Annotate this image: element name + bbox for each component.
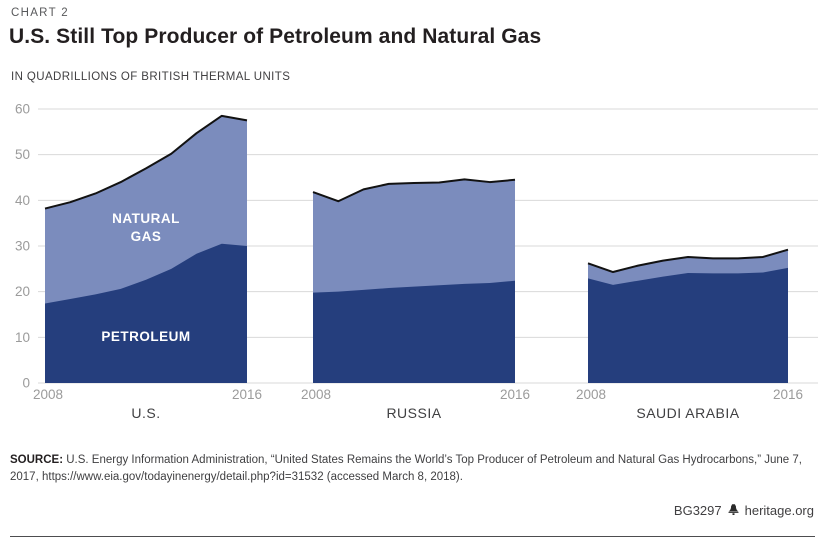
y-tick-label: 20 <box>15 284 30 299</box>
chart-number: CHART 2 <box>11 7 69 19</box>
total-line <box>587 248 789 274</box>
chart-subtitle: IN QUADRILLIONS OF BRITISH THERMAL UNITS <box>11 71 291 83</box>
y-tick-label: 60 <box>15 102 30 117</box>
petroleum-label: PETROLEUM <box>101 329 190 344</box>
x-tick-label: 2008 <box>301 387 331 402</box>
panel-name: RUSSIA <box>386 405 441 421</box>
y-tick-label: 0 <box>22 376 30 391</box>
liberty-bell-icon <box>728 504 739 515</box>
natural-gas-label: NATURAL <box>112 211 180 226</box>
petroleum-area <box>588 267 788 383</box>
petroleum-area <box>313 280 515 383</box>
x-tick-label: 2008 <box>33 387 63 402</box>
credit-line: BG3297 heritage.org <box>674 503 814 518</box>
x-tick-label: 2016 <box>773 387 803 402</box>
stacked-area-chart: 0 10 20 30 40 50 60 2008 2016 U.S. 2008 2016 RUSSIA 2… <box>15 102 818 421</box>
natural-gas-label: GAS <box>131 229 162 244</box>
credit-site: heritage.org <box>744 503 814 518</box>
petroleum-area <box>45 243 247 383</box>
x-tick-label: 2016 <box>500 387 530 402</box>
x-tick-label: 2008 <box>576 387 606 402</box>
y-tick-label: 30 <box>15 239 30 254</box>
total-line <box>44 114 248 210</box>
panel-name: U.S. <box>131 405 160 421</box>
y-tick-label: 10 <box>15 330 30 345</box>
page-title: U.S. Still Top Producer of Petroleum and… <box>9 25 542 48</box>
credit-id: BG3297 <box>673 503 722 518</box>
source-note: SOURCE: U.S. Energy Information Administ… <box>10 452 816 485</box>
source-text: U.S. Energy Information Administration, … <box>10 454 802 483</box>
y-tick-label: 40 <box>15 193 30 208</box>
panel-name: SAUDI ARABIA <box>636 405 739 421</box>
y-tick-label: 50 <box>15 147 30 162</box>
x-tick-label: 2016 <box>232 387 262 402</box>
source-label: SOURCE: <box>10 454 64 466</box>
total-line <box>312 178 516 203</box>
footer-divider <box>10 536 815 537</box>
